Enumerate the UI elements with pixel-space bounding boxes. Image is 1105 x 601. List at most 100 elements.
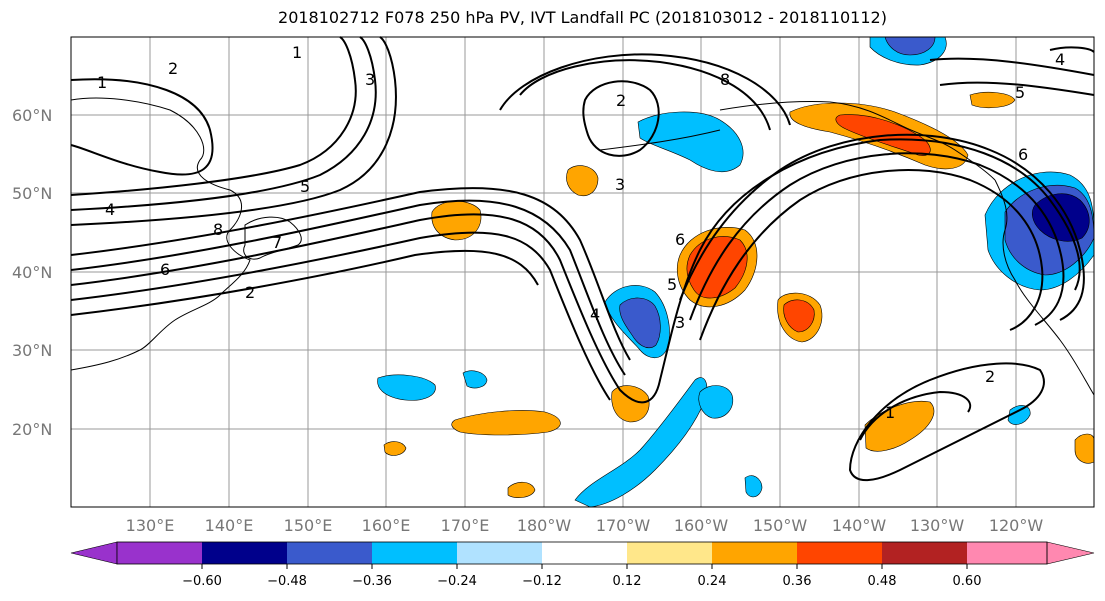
plot-area: 1 2 3 4 5 6 7 8 3 2 8 6 5 4 3 6 5 4 2 1 … bbox=[70, 36, 1095, 508]
lon-label-160w: 160°W bbox=[674, 516, 729, 535]
colorbar-extend-low bbox=[70, 541, 118, 565]
pos-region-2 bbox=[566, 165, 599, 197]
lon-label-120w: 120°W bbox=[989, 516, 1044, 535]
colorbar-bin-2 bbox=[202, 542, 287, 564]
lat-label-50: 50°N bbox=[12, 184, 52, 203]
colorbar-extend-high bbox=[1046, 541, 1095, 565]
contour-label-6b: 6 bbox=[675, 230, 685, 249]
colorbar-tick-label-9: 0.48 bbox=[868, 574, 897, 589]
coastline-aleutians bbox=[599, 129, 721, 151]
lon-label-170w: 170°W bbox=[596, 516, 651, 535]
contour-label-2c: 2 bbox=[985, 367, 995, 386]
contour-ne-2 bbox=[939, 81, 1095, 96]
colorbar-tick-label-2: −0.48 bbox=[267, 574, 307, 589]
contour-label-4b: 4 bbox=[590, 305, 600, 324]
contour-jet-4 bbox=[70, 231, 611, 401]
map-title: 2018102712 F078 250 hPa PV, IVT Landfall… bbox=[278, 8, 887, 27]
lon-label-180w: 180°W bbox=[517, 516, 572, 535]
lon-label-140e: 140°E bbox=[205, 516, 254, 535]
contour-se bbox=[1049, 46, 1095, 53]
neg-region-small-2 bbox=[462, 370, 488, 389]
contour-label-1: 1 bbox=[97, 73, 107, 92]
colorbar-ticks bbox=[201, 564, 968, 569]
contour-trough-3 bbox=[699, 168, 1044, 341]
lat-label-30: 30°N bbox=[12, 341, 52, 360]
coastline-japan bbox=[243, 216, 302, 260]
contour-ridge-2 bbox=[499, 53, 791, 126]
pos-region-7 bbox=[507, 481, 536, 499]
colorbar-tick-label-10: 0.60 bbox=[953, 574, 982, 589]
contour-label-5c: 5 bbox=[1015, 83, 1025, 102]
colorbar-bin-4 bbox=[372, 542, 457, 564]
colorbar-bin-10 bbox=[882, 542, 967, 564]
colorbar-bin-9 bbox=[797, 542, 882, 564]
colorbar-bin-1 bbox=[117, 542, 202, 564]
lon-label-170e: 170°E bbox=[441, 516, 490, 535]
contour-sw bbox=[848, 362, 1045, 482]
contour-label-8b: 8 bbox=[720, 70, 730, 89]
colorbar-tick-label-6: 0.12 bbox=[613, 574, 642, 589]
neg-region-hawaii bbox=[698, 385, 734, 419]
coastline-na bbox=[994, 179, 1095, 396]
neg-region-small-1 bbox=[377, 374, 436, 401]
contour-label-3b: 3 bbox=[615, 175, 625, 194]
colorbar-tick-label-1: −0.60 bbox=[182, 574, 222, 589]
contour-label-1b: 1 bbox=[885, 403, 895, 422]
colorbar-bin-7 bbox=[627, 542, 712, 564]
contour-cutoff bbox=[582, 80, 660, 157]
neg-region-west-coast-core bbox=[1031, 193, 1090, 242]
contour-label-6: 6 bbox=[160, 260, 170, 279]
colorbar-bin-6 bbox=[542, 542, 627, 564]
map-frame bbox=[70, 36, 1095, 508]
contour-2b bbox=[70, 36, 377, 211]
neg-region-alaska-gulf bbox=[637, 111, 744, 173]
lon-label-150e: 150°E bbox=[284, 516, 333, 535]
colorbar-tick-label-4: −0.24 bbox=[437, 574, 477, 589]
contour-jet-5 bbox=[70, 249, 539, 316]
neg-region-stream bbox=[574, 377, 708, 508]
contour-jet-3 bbox=[70, 187, 631, 361]
lon-label-140w: 140°W bbox=[832, 516, 887, 535]
anomaly-shading bbox=[377, 36, 1095, 508]
colorbar-tick-label-7: 0.24 bbox=[698, 574, 727, 589]
pos-region-6 bbox=[383, 441, 407, 456]
contour-label-8: 8 bbox=[213, 220, 223, 239]
lon-label-160e: 160°E bbox=[362, 516, 411, 535]
colorbar-bin-11 bbox=[967, 542, 1047, 564]
neg-region-small-3 bbox=[744, 475, 763, 498]
lon-label-150w: 150°W bbox=[753, 516, 808, 535]
colorbar-tick-label-3: −0.36 bbox=[352, 574, 392, 589]
colorbar-bin-3 bbox=[287, 542, 372, 564]
coastline-asia bbox=[70, 97, 251, 371]
contour-label-group: 1 2 3 4 5 6 7 8 3 2 8 6 5 4 3 6 5 4 2 1 … bbox=[97, 43, 1065, 422]
contour-label-7: 7 bbox=[272, 233, 282, 252]
contour-jet-2 bbox=[70, 199, 626, 376]
contour-label-6c: 6 bbox=[1018, 145, 1028, 164]
coastlines bbox=[70, 97, 1095, 396]
contour-label-5: 5 bbox=[300, 177, 310, 196]
lon-label-130w: 130°W bbox=[910, 516, 965, 535]
lat-label-20: 20°N bbox=[12, 420, 52, 439]
positive-shading bbox=[383, 91, 1095, 499]
contour-label-2: 2 bbox=[168, 59, 178, 78]
contour-label-3: 3 bbox=[365, 70, 375, 89]
colorbar-bin-8 bbox=[712, 542, 797, 564]
contour-label-5b: 5 bbox=[667, 275, 677, 294]
contour-label-2b: 2 bbox=[616, 91, 626, 110]
lon-axis: 130°E 140°E 150°E 160°E 170°E 180°W 170°… bbox=[126, 516, 1044, 535]
lat-axis: 60°N 50°N 40°N 30°N 20°N bbox=[12, 106, 52, 439]
colorbar-frame bbox=[116, 541, 1048, 565]
neg-region-small-4 bbox=[1007, 405, 1031, 425]
pos-region-3 bbox=[451, 410, 561, 436]
pos-region-4 bbox=[611, 385, 650, 423]
neg-region-top-core bbox=[884, 36, 936, 56]
pv-contours bbox=[70, 36, 1095, 482]
colorbar-bin-5 bbox=[457, 542, 542, 564]
contour-ridge-1 bbox=[519, 59, 771, 131]
colorbar: −0.60 −0.48 −0.36 −0.24 −0.12 0.12 0.24 … bbox=[70, 541, 1095, 589]
contour-label-3c: 3 bbox=[675, 313, 685, 332]
contour-sw-inner bbox=[859, 390, 972, 441]
contour-label-4: 4 bbox=[105, 200, 115, 219]
contour-2a bbox=[70, 36, 357, 196]
